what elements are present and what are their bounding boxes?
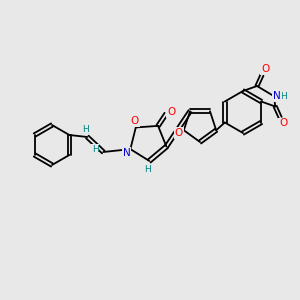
Text: H: H <box>280 92 286 101</box>
Text: O: O <box>279 118 287 128</box>
Text: N: N <box>122 148 130 158</box>
Text: H: H <box>92 145 99 154</box>
Text: H: H <box>144 166 151 175</box>
Text: N: N <box>273 91 281 101</box>
Text: O: O <box>131 116 139 126</box>
Text: O: O <box>167 107 175 117</box>
Text: O: O <box>261 64 269 74</box>
Text: O: O <box>175 128 183 138</box>
Text: H: H <box>82 124 89 134</box>
